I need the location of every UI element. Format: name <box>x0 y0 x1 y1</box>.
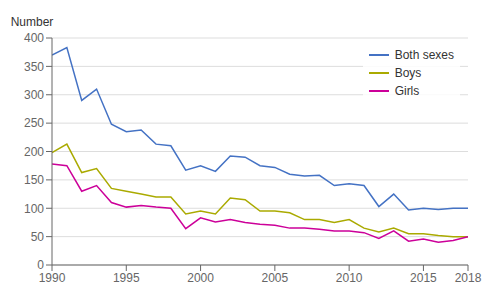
svg-text:100: 100 <box>24 202 44 216</box>
svg-text:200: 200 <box>24 145 44 159</box>
svg-text:300: 300 <box>24 88 44 102</box>
html-text:Both sexes: Both sexes <box>394 48 454 62</box>
svg-text:0: 0 <box>37 258 44 272</box>
svg-text:2000: 2000 <box>187 271 214 285</box>
svg-text:Number: Number <box>11 15 54 29</box>
svg-text:2010: 2010 <box>336 271 363 285</box>
svg-text:150: 150 <box>24 173 44 187</box>
svg-text:2018: 2018 <box>455 271 482 285</box>
svg-text:1995: 1995 <box>113 271 140 285</box>
html-text:Girls: Girls <box>394 84 420 98</box>
svg-text:250: 250 <box>24 116 44 130</box>
svg-text:400: 400 <box>24 31 44 45</box>
svg-text:50: 50 <box>31 230 45 244</box>
svg-text:1990: 1990 <box>39 271 66 285</box>
html-text:Boys: Boys <box>394 66 422 80</box>
svg-text:350: 350 <box>24 60 44 74</box>
svg-text:2005: 2005 <box>262 271 289 285</box>
svg-text:2015: 2015 <box>410 271 437 285</box>
